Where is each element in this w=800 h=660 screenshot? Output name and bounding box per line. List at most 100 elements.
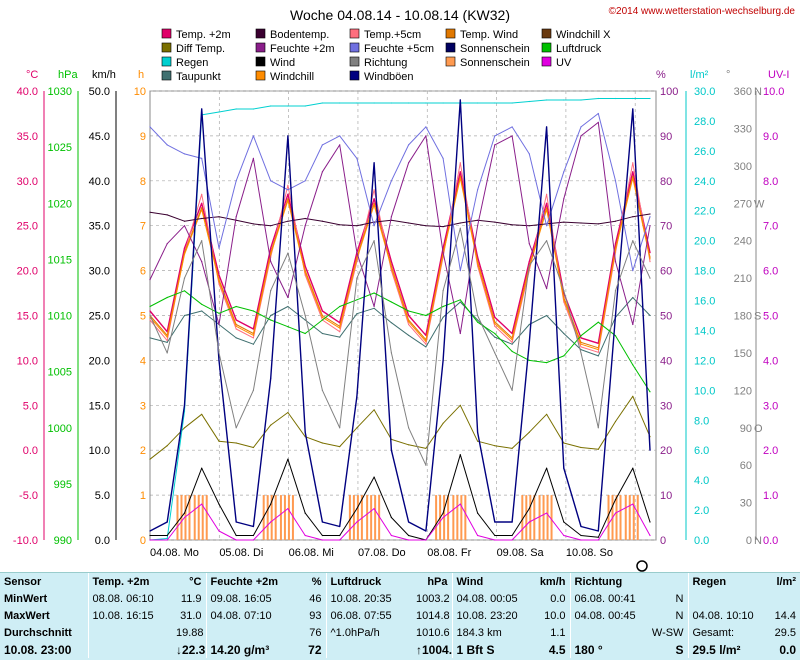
data-point [632, 97, 634, 100]
legend-item: Sonnenschein [445, 56, 530, 69]
rain-axis-tick: 22.0 [694, 206, 715, 218]
data-point [373, 225, 375, 227]
data-point [425, 343, 427, 345]
legend-swatch [255, 28, 266, 39]
data-point [408, 427, 410, 429]
data-point [477, 219, 479, 221]
data-point [511, 102, 513, 104]
pressure-axis-tick: 1005 [48, 367, 72, 379]
uv-axis-tick: 0.0 [763, 535, 778, 547]
data-point [408, 534, 410, 537]
data-point [373, 409, 375, 411]
data-point [373, 508, 375, 510]
data-point [166, 539, 168, 541]
data-point [597, 530, 599, 532]
data-point [649, 261, 651, 263]
stats-header-row: Sensor Temp. +2m °C Feuchte +2m% Luftdruck hP… [0, 573, 800, 590]
data-point [511, 224, 513, 226]
wind-axis-tick: 15.0 [89, 400, 110, 412]
data-point [201, 503, 203, 505]
data-point [235, 319, 237, 321]
data-point [459, 299, 461, 301]
data-point [632, 503, 634, 505]
stats-cell: l/m² [776, 575, 796, 588]
data-point [580, 135, 582, 137]
sun-axis-tick: 4 [140, 355, 146, 367]
data-point [632, 296, 634, 299]
data-point [632, 171, 634, 173]
legend-swatch [255, 70, 266, 81]
sunshine-bar [197, 495, 200, 540]
data-point [287, 189, 289, 191]
data-point [511, 521, 513, 523]
sunshine-bar [287, 495, 290, 540]
stats-cell: Feuchte +2m [205, 573, 296, 590]
humidity-axis-tick: 0 [660, 535, 666, 547]
data-point [270, 521, 272, 523]
data-point [356, 258, 358, 260]
legend-label: Regen [176, 57, 208, 69]
sun-axis-tick: 0 [140, 535, 146, 547]
data-point [597, 351, 599, 353]
data-point [304, 180, 306, 182]
wind-axis-tick: 50.0 [89, 86, 110, 98]
data-point [252, 534, 254, 537]
stats-cell: 46 [309, 592, 322, 605]
series-windchill [149, 177, 651, 351]
legend-item: Temp. Wind [445, 28, 518, 41]
legend-swatch [541, 56, 552, 67]
data-point [614, 290, 617, 292]
data-point [580, 352, 582, 354]
data-point [321, 310, 323, 312]
axis-unit-label: UV-I [768, 69, 789, 81]
data-point [390, 516, 392, 519]
direction-compass-label: W [754, 198, 765, 210]
stats-cell [646, 573, 688, 590]
rain-axis-tick: 28.0 [694, 116, 715, 128]
sun-axis-tick: 6 [140, 266, 146, 278]
data-point [649, 258, 651, 260]
data-point [287, 184, 289, 186]
sunshine-bar [525, 495, 528, 540]
temp-axis-tick: -5.0 [19, 490, 38, 502]
current-marker [636, 560, 648, 572]
data-point [356, 313, 358, 315]
sunshine-bar [435, 495, 438, 540]
sunshine-bar [266, 495, 269, 540]
series-line [150, 454, 651, 541]
direction-axis-tick: 30 [740, 498, 752, 510]
stats-cell: MinWert [4, 592, 48, 605]
data-point [373, 476, 375, 478]
rain-axis-tick: 12.0 [694, 355, 715, 367]
series-line [149, 99, 651, 532]
data-point [528, 261, 530, 263]
data-point [459, 177, 461, 179]
uv-axis-tick: 1.0 [763, 490, 778, 502]
data-point [442, 516, 444, 519]
data-point [166, 144, 168, 146]
uv-axis-tick: 4.0 [763, 355, 778, 367]
data-point [390, 267, 392, 269]
data-point [356, 427, 358, 429]
stats-cell: 04.08. 10:10 [687, 607, 768, 624]
data-point [511, 534, 513, 537]
humidity-axis-tick: 20 [660, 445, 672, 457]
stats-row: Durchschnitt 19.88 76 ^1.0hPa/h 1010.6 184.3 … [0, 624, 800, 641]
data-point [201, 310, 203, 312]
data-point [632, 108, 634, 110]
data-point [356, 252, 358, 254]
data-point [339, 327, 341, 329]
legend-item: Richtung [349, 56, 407, 69]
data-point [321, 521, 323, 523]
stats-cell: hPa [427, 575, 448, 588]
sunshine-bar [374, 495, 377, 540]
data-point [511, 539, 513, 541]
rain-axis-tick: 16.0 [694, 296, 715, 308]
legend-item: Feuchte +2m [255, 42, 335, 55]
data-point [477, 440, 479, 442]
sunshine-bar [632, 495, 635, 540]
data-point [494, 325, 496, 327]
legend-swatch [445, 42, 456, 53]
sunshine-bar [529, 495, 532, 540]
data-point [649, 314, 651, 317]
